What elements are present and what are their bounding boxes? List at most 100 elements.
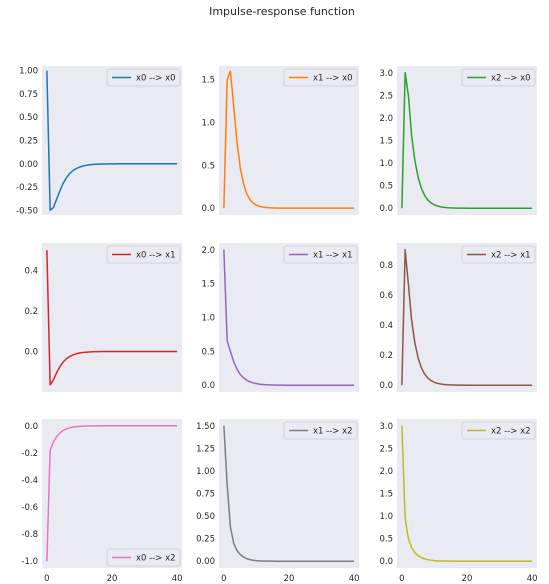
legend-label: x0 --> x1 xyxy=(136,251,176,261)
plot-area xyxy=(219,66,359,215)
y-tick-label: 0.4 xyxy=(379,321,393,331)
series-line xyxy=(401,249,533,386)
legend: x2 --> x0 xyxy=(461,68,536,87)
legend-box xyxy=(283,421,358,440)
legend: x1 --> x1 xyxy=(283,245,358,264)
y-tick-label: 0.0 xyxy=(379,204,393,214)
x-tick-label: 20 xyxy=(462,574,473,584)
y-tick-label: 0.25 xyxy=(196,535,215,545)
y-tick-label: -0.8 xyxy=(21,530,38,540)
x-tick-label: 0 xyxy=(44,574,49,584)
legend-label: x1 --> x1 xyxy=(313,251,353,261)
y-tick-label: 0.4 xyxy=(24,266,38,276)
legend-label: x1 --> x2 xyxy=(313,427,353,437)
plot-area xyxy=(42,66,182,215)
legend-label: x2 --> x2 xyxy=(491,427,531,437)
y-tick-label: 1.0 xyxy=(201,119,215,129)
plot-area xyxy=(219,243,359,392)
series-line xyxy=(223,249,355,386)
y-tick-label: -0.50 xyxy=(16,206,38,216)
legend-box xyxy=(283,68,358,87)
legend: x0 --> x0 xyxy=(106,68,181,87)
subplot-1: -0.50 -0.25 0.00 0.25 0.50 0.75 1.00 x0 --> x0 xyxy=(16,66,182,216)
legend-label: x0 --> x2 xyxy=(136,554,176,564)
subplot-4: 0.0 0.2 0.4 x0 --> x1 xyxy=(24,243,182,392)
y-tick-label: 0.0 xyxy=(201,204,215,214)
legend-label: x2 --> x0 xyxy=(491,74,531,84)
y-tick-label: 0.5 xyxy=(379,182,393,192)
subplot-6: 0.0 0.2 0.4 0.6 0.8 x2 --> x1 xyxy=(379,243,537,392)
legend-box xyxy=(461,68,536,87)
y-tick-label: 1.5 xyxy=(379,137,393,147)
y-tick-label: 0.75 xyxy=(19,90,38,100)
y-tick-label: 0.0 xyxy=(379,557,393,567)
y-tick-label: 0.50 xyxy=(19,113,38,123)
plot-area xyxy=(397,243,537,392)
y-tick-label: 1.0 xyxy=(201,314,215,324)
subplot-8: 0.00 0.25 0.50 0.75 1.00 1.25 1.50 0 20 40 x1 --> … xyxy=(196,419,360,584)
y-tick-label: 0.0 xyxy=(201,381,215,391)
legend-box xyxy=(461,421,536,440)
y-tick-label: -0.6 xyxy=(21,503,38,513)
series-line xyxy=(46,425,178,562)
subplot-7: -1.0 -0.8 -0.6 -0.4 -0.2 0.0 0 20 40 x0 --> x2 xyxy=(21,419,183,584)
series-line xyxy=(46,250,178,386)
y-tick-label: 1.5 xyxy=(201,76,215,86)
plot-area xyxy=(397,419,537,568)
y-tick-label: 2.5 xyxy=(379,91,393,101)
series-line xyxy=(223,70,355,209)
legend: x2 --> x2 xyxy=(461,421,536,440)
x-tick-label: 20 xyxy=(107,574,118,584)
y-tick-label: 0.5 xyxy=(201,161,215,171)
legend: x0 --> x1 xyxy=(106,245,181,264)
y-tick-label: 3.0 xyxy=(379,422,393,432)
legend-box xyxy=(106,68,181,87)
y-tick-label: 1.00 xyxy=(19,67,38,77)
y-tick-label: 1.50 xyxy=(196,422,215,432)
y-tick-label: 0.0 xyxy=(379,381,393,391)
y-tick-label: -0.4 xyxy=(21,476,38,486)
y-tick-label: 0.5 xyxy=(201,347,215,357)
y-tick-label: 1.0 xyxy=(379,159,393,169)
plot-area xyxy=(42,243,182,392)
y-tick-label: 0.0 xyxy=(24,347,38,357)
x-tick-label: 40 xyxy=(172,574,183,584)
series-line xyxy=(401,72,533,209)
legend-box xyxy=(461,245,536,264)
y-tick-label: 0.2 xyxy=(24,307,38,317)
series-line xyxy=(401,425,533,562)
legend: x1 --> x2 xyxy=(283,421,358,440)
legend-box xyxy=(106,245,181,264)
series-line xyxy=(46,70,178,212)
y-tick-label: 0.00 xyxy=(19,160,38,170)
legend-label: x1 --> x0 xyxy=(313,74,353,84)
y-tick-label: 0.5 xyxy=(379,535,393,545)
y-tick-label: 0.8 xyxy=(379,261,393,271)
legend: x1 --> x0 xyxy=(283,68,358,87)
y-tick-label: 0.0 xyxy=(24,422,38,432)
y-tick-label: 1.0 xyxy=(379,512,393,522)
y-tick-label: -0.2 xyxy=(21,449,38,459)
y-tick-label: 1.00 xyxy=(196,467,215,477)
figure-title: Impulse-response function xyxy=(209,5,355,18)
x-tick-label: 40 xyxy=(349,574,360,584)
y-tick-label: 3.0 xyxy=(379,69,393,79)
y-tick-label: 1.5 xyxy=(201,280,215,290)
y-tick-label: 0.75 xyxy=(196,490,215,500)
legend: x2 --> x1 xyxy=(461,245,536,264)
x-tick-label: 20 xyxy=(284,574,295,584)
subplot-2: 0.0 0.5 1.0 1.5 x1 --> x0 xyxy=(201,66,359,215)
legend-label: x2 --> x1 xyxy=(491,251,531,261)
legend-box xyxy=(106,548,181,567)
y-tick-label: 1.5 xyxy=(379,490,393,500)
subplot-9: 0.0 0.5 1.0 1.5 2.0 2.5 3.0 0 20 40 x2 --> x2 xyxy=(379,419,538,584)
y-tick-label: 2.0 xyxy=(379,114,393,124)
y-tick-label: -0.25 xyxy=(16,183,38,193)
legend-label: x0 --> x0 xyxy=(136,74,176,84)
y-tick-label: 0.6 xyxy=(379,291,393,301)
series-line xyxy=(223,425,355,562)
plot-area xyxy=(42,419,182,568)
y-tick-label: 0.00 xyxy=(196,557,215,567)
x-tick-label: 40 xyxy=(527,574,538,584)
